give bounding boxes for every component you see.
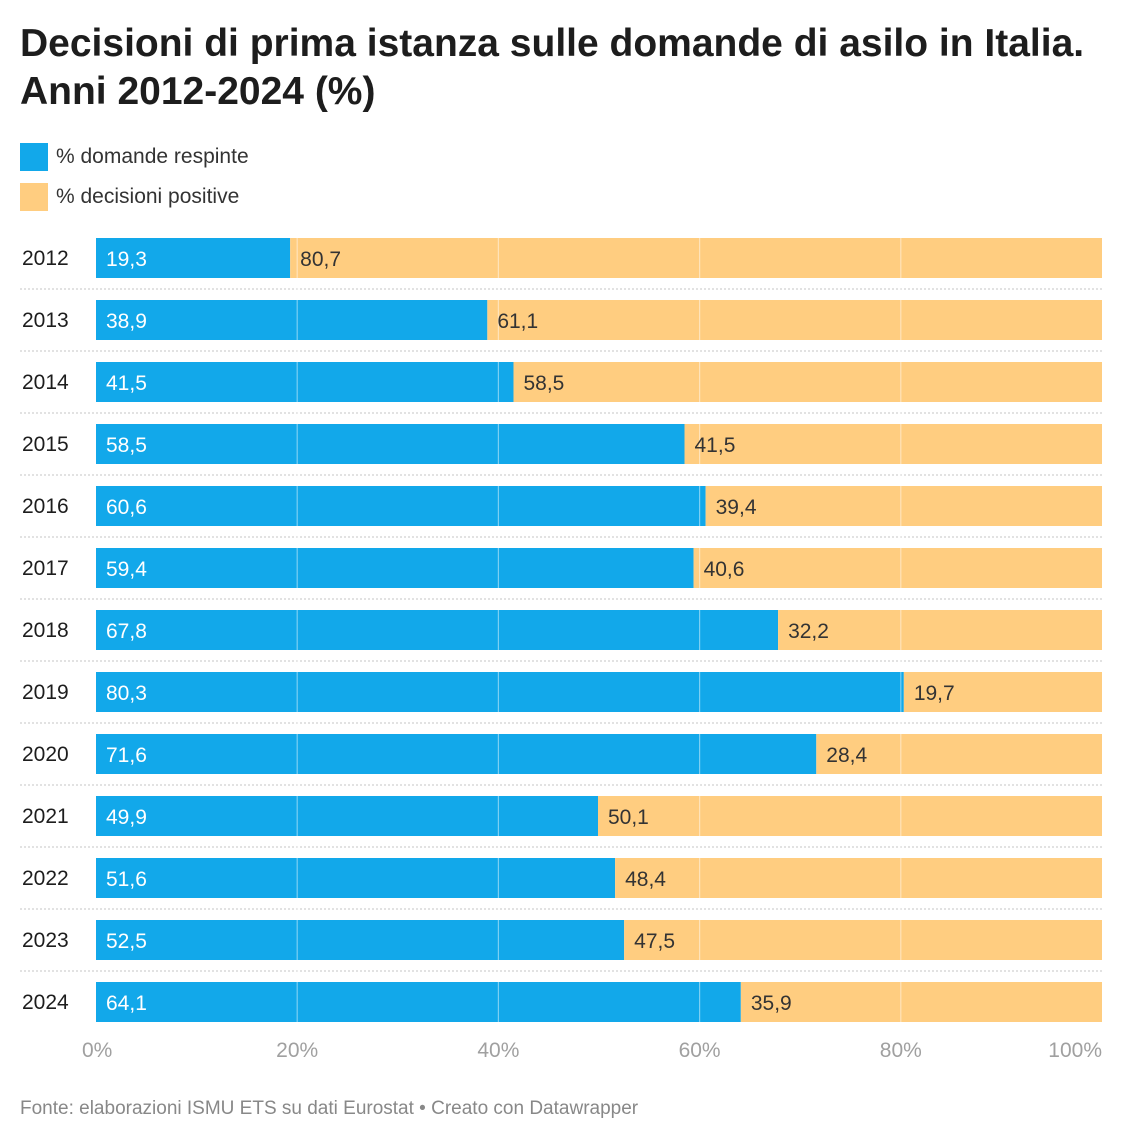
value-label-respinte: 51,6: [106, 868, 147, 891]
x-tick-label: 40%: [477, 1039, 519, 1062]
value-label-respinte: 60,6: [106, 496, 147, 519]
bar-respinte: [96, 362, 514, 402]
bar-respinte: [96, 486, 706, 526]
bar-respinte: [96, 548, 694, 588]
x-tick-label: 0%: [82, 1039, 112, 1062]
value-label-respinte: 71,6: [106, 744, 147, 767]
source-footer: Fonte: elaborazioni ISMU ETS su dati Eur…: [20, 1098, 639, 1119]
value-label-respinte: 67,8: [106, 620, 147, 643]
bar-respinte: [96, 238, 291, 278]
year-label: 2017: [22, 557, 69, 580]
bar-respinte: [96, 858, 616, 898]
legend-swatch-positive: [20, 183, 48, 211]
year-label: 2014: [22, 371, 69, 394]
year-label: 2024: [22, 991, 69, 1014]
bar-positive: [903, 672, 1102, 712]
bar-positive: [693, 548, 1102, 588]
chart-title: Decisioni di prima istanza sulle domande…: [20, 22, 1085, 113]
value-label-respinte: 49,9: [106, 806, 147, 829]
value-label-positive: 61,1: [497, 310, 538, 333]
legend: % domande respinte % decisioni positive: [20, 140, 249, 220]
bar-positive: [624, 920, 1102, 960]
bar-positive: [684, 424, 1102, 464]
bar-positive: [705, 486, 1102, 526]
bar-respinte: [96, 672, 904, 712]
value-label-respinte: 59,4: [106, 558, 147, 581]
year-label: 2020: [22, 743, 69, 766]
year-label: 2015: [22, 433, 69, 456]
bar-respinte: [96, 300, 488, 340]
value-label-respinte: 38,9: [106, 310, 147, 333]
value-label-positive: 28,4: [826, 744, 867, 767]
bar-respinte: [96, 734, 817, 774]
value-label-positive: 39,4: [716, 496, 757, 519]
bar-positive: [778, 610, 1102, 650]
year-label: 2018: [22, 619, 69, 642]
year-label: 2012: [22, 247, 69, 270]
value-label-respinte: 64,1: [106, 992, 147, 1015]
bar-positive: [615, 858, 1102, 898]
bar-positive: [290, 238, 1103, 278]
value-label-positive: 41,5: [695, 434, 736, 457]
year-label: 2013: [22, 309, 69, 332]
bar-respinte: [96, 610, 779, 650]
value-label-respinte: 19,3: [106, 248, 147, 271]
year-label: 2023: [22, 929, 69, 952]
year-label: 2019: [22, 681, 69, 704]
x-tick-label: 60%: [679, 1039, 721, 1062]
legend-item-respinte: % domande respinte: [20, 140, 249, 174]
legend-swatch-respinte: [20, 143, 48, 171]
bar-positive: [597, 796, 1102, 836]
bar-respinte: [96, 424, 685, 464]
value-label-respinte: 80,3: [106, 682, 147, 705]
bar-positive: [816, 734, 1102, 774]
legend-item-positive: % decisioni positive: [20, 180, 249, 214]
x-tick-label: 80%: [880, 1039, 922, 1062]
value-label-positive: 40,6: [704, 558, 745, 581]
bar-positive: [740, 982, 1102, 1022]
value-label-positive: 19,7: [914, 682, 955, 705]
value-label-respinte: 41,5: [106, 372, 147, 395]
bar-respinte: [96, 920, 625, 960]
x-tick-label: 100%: [1048, 1039, 1102, 1062]
value-label-positive: 35,9: [751, 992, 792, 1015]
bar-positive: [513, 362, 1102, 402]
legend-label-respinte: % domande respinte: [56, 145, 249, 168]
x-tick-label: 20%: [276, 1039, 318, 1062]
value-label-respinte: 52,5: [106, 930, 147, 953]
value-label-positive: 80,7: [300, 248, 341, 271]
year-label: 2016: [22, 495, 69, 518]
year-label: 2022: [22, 867, 69, 890]
bar-respinte: [96, 982, 741, 1022]
year-label: 2021: [22, 805, 69, 828]
bar-respinte: [96, 796, 598, 836]
value-label-positive: 58,5: [523, 372, 564, 395]
bar-positive: [487, 300, 1103, 340]
legend-label-positive: % decisioni positive: [56, 185, 240, 208]
value-label-positive: 32,2: [788, 620, 829, 643]
value-label-positive: 50,1: [608, 806, 649, 829]
value-label-positive: 47,5: [634, 930, 675, 953]
value-label-respinte: 58,5: [106, 434, 147, 457]
value-label-positive: 48,4: [625, 868, 666, 891]
